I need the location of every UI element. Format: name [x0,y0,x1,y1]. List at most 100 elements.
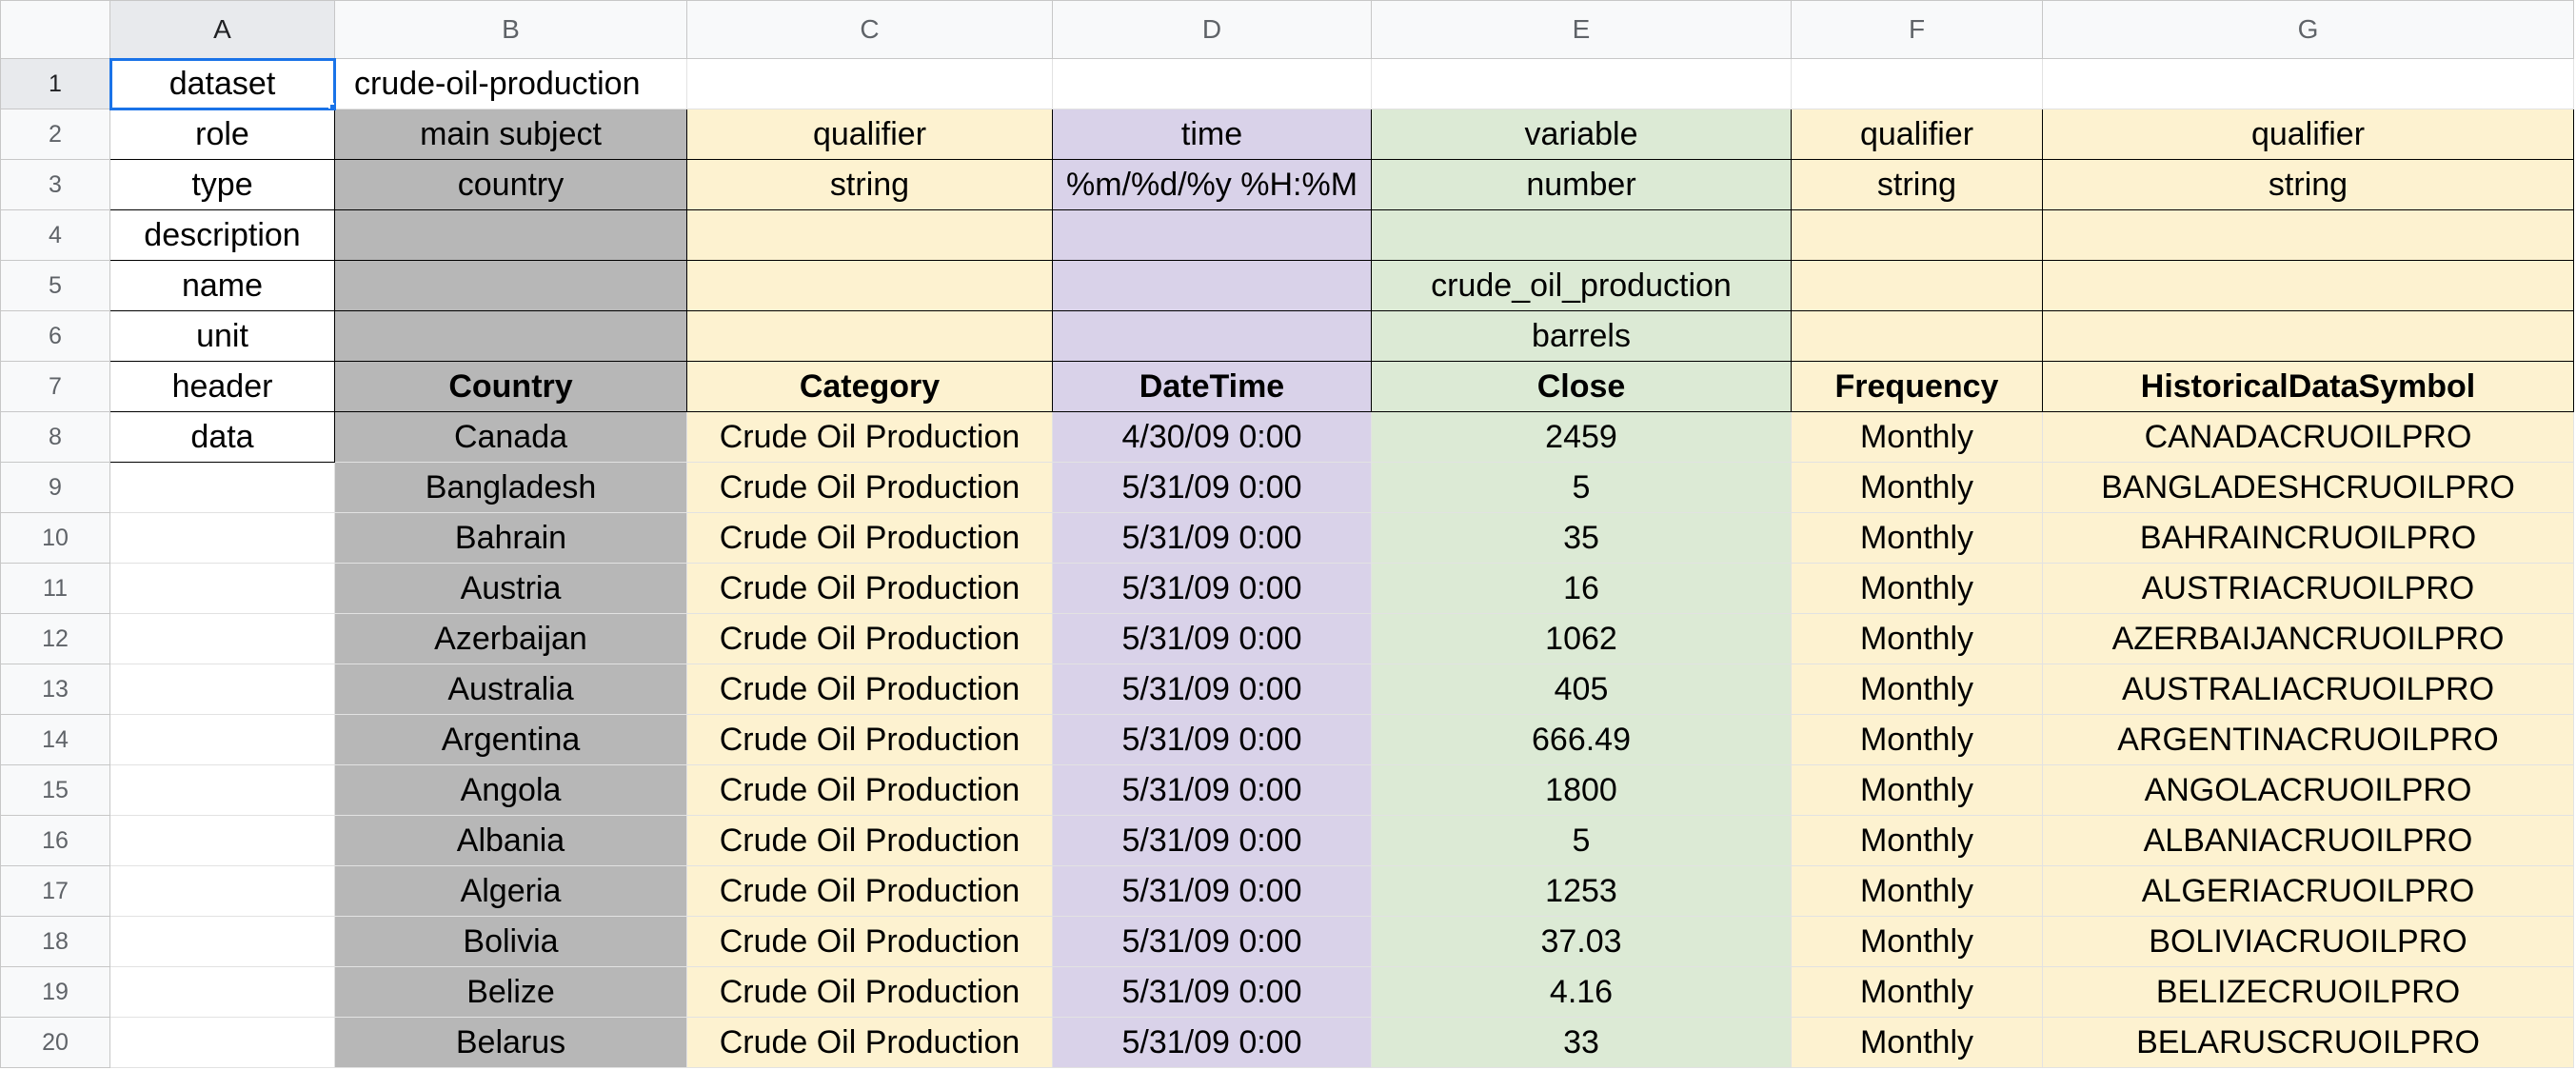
fill-handle[interactable] [328,103,334,109]
cell-g20[interactable]: BELARUSCRUOILPRO [2042,1017,2574,1068]
cell-d17[interactable]: 5/31/09 0:00 [1052,865,1372,917]
cell-e19[interactable]: 4.16 [1371,966,1792,1018]
cell-g10[interactable]: BAHRAINCRUOILPRO [2042,512,2574,564]
cell-b13[interactable]: Australia [334,664,687,715]
row-header[interactable]: 11 [0,563,110,614]
cell-a11[interactable] [109,563,335,614]
cell-d18[interactable]: 5/31/09 0:00 [1052,916,1372,967]
cell-c9[interactable]: Crude Oil Production [686,462,1053,513]
cell-c5[interactable] [686,260,1053,311]
cell-b3[interactable]: country [334,159,687,210]
cell-a4[interactable]: description [109,209,335,261]
cell-g9[interactable]: BANGLADESHCRUOILPRO [2042,462,2574,513]
cell-f8[interactable]: Monthly [1791,411,2043,463]
cell-e7[interactable]: Close [1371,361,1792,412]
cell-f16[interactable]: Monthly [1791,815,2043,866]
cell-f7[interactable]: Frequency [1791,361,2043,412]
cell-g2[interactable]: qualifier [2042,109,2574,160]
row-header[interactable]: 13 [0,664,110,715]
cell-g5[interactable] [2042,260,2574,311]
cell-b14[interactable]: Argentina [334,714,687,765]
cell-a17[interactable] [109,865,335,917]
cell-d20[interactable]: 5/31/09 0:00 [1052,1017,1372,1068]
cell-d9[interactable]: 5/31/09 0:00 [1052,462,1372,513]
cell-f13[interactable]: Monthly [1791,664,2043,715]
cell-f9[interactable]: Monthly [1791,462,2043,513]
cell-g16[interactable]: ALBANIACRUOILPRO [2042,815,2574,866]
cell-f2[interactable]: qualifier [1791,109,2043,160]
row-header[interactable]: 6 [0,310,110,362]
row-header[interactable]: 7 [0,361,110,412]
cell-g4[interactable] [2042,209,2574,261]
cell-d16[interactable]: 5/31/09 0:00 [1052,815,1372,866]
cell-b8[interactable]: Canada [334,411,687,463]
row-header[interactable]: 17 [0,865,110,917]
cell-c13[interactable]: Crude Oil Production [686,664,1053,715]
cell-a9[interactable] [109,462,335,513]
cell-e17[interactable]: 1253 [1371,865,1792,917]
cell-b10[interactable]: Bahrain [334,512,687,564]
cell-a20[interactable] [109,1017,335,1068]
cell-d7[interactable]: DateTime [1052,361,1372,412]
cell-a5[interactable]: name [109,260,335,311]
cell-g7[interactable]: HistoricalDataSymbol [2042,361,2574,412]
cell-c16[interactable]: Crude Oil Production [686,815,1053,866]
cell-b9[interactable]: Bangladesh [334,462,687,513]
row-header[interactable]: 8 [0,411,110,463]
cell-b20[interactable]: Belarus [334,1017,687,1068]
cell-e1[interactable] [1371,58,1792,109]
cell-a7[interactable]: header [109,361,335,412]
cell-e12[interactable]: 1062 [1371,613,1792,664]
cell-f5[interactable] [1791,260,2043,311]
cell-a6[interactable]: unit [109,310,335,362]
cell-c20[interactable]: Crude Oil Production [686,1017,1053,1068]
cell-f12[interactable]: Monthly [1791,613,2043,664]
cell-f6[interactable] [1791,310,2043,362]
column-header-d[interactable]: D [1052,0,1372,59]
cell-c1[interactable] [686,58,1053,109]
cell-a2[interactable]: role [109,109,335,160]
row-header[interactable]: 18 [0,916,110,967]
cell-f19[interactable]: Monthly [1791,966,2043,1018]
column-header-c[interactable]: C [686,0,1053,59]
row-header[interactable]: 9 [0,462,110,513]
cell-e18[interactable]: 37.03 [1371,916,1792,967]
row-header[interactable]: 14 [0,714,110,765]
cell-f15[interactable]: Monthly [1791,764,2043,816]
cell-g15[interactable]: ANGOLACRUOILPRO [2042,764,2574,816]
cell-a3[interactable]: type [109,159,335,210]
cell-g13[interactable]: AUSTRALIACRUOILPRO [2042,664,2574,715]
cell-e9[interactable]: 5 [1371,462,1792,513]
cell-c10[interactable]: Crude Oil Production [686,512,1053,564]
column-header-e[interactable]: E [1371,0,1792,59]
cell-b7[interactable]: Country [334,361,687,412]
cell-b5[interactable] [334,260,687,311]
cell-e5[interactable]: crude_oil_production [1371,260,1792,311]
cell-g19[interactable]: BELIZECRUOILPRO [2042,966,2574,1018]
cell-c18[interactable]: Crude Oil Production [686,916,1053,967]
cell-b1[interactable]: crude-oil-production [334,58,687,109]
column-header-f[interactable]: F [1791,0,2043,59]
row-header[interactable]: 1 [0,58,110,109]
cell-b2[interactable]: main subject [334,109,687,160]
cell-e10[interactable]: 35 [1371,512,1792,564]
cell-g18[interactable]: BOLIVIACRUOILPRO [2042,916,2574,967]
row-header[interactable]: 5 [0,260,110,311]
cell-b6[interactable] [334,310,687,362]
cell-c6[interactable] [686,310,1053,362]
cell-g12[interactable]: AZERBAIJANCRUOILPRO [2042,613,2574,664]
cell-g11[interactable]: AUSTRIACRUOILPRO [2042,563,2574,614]
cell-e16[interactable]: 5 [1371,815,1792,866]
cell-e14[interactable]: 666.49 [1371,714,1792,765]
cell-a1[interactable]: dataset [109,57,336,110]
row-header[interactable]: 19 [0,966,110,1018]
cell-d15[interactable]: 5/31/09 0:00 [1052,764,1372,816]
cell-b12[interactable]: Azerbaijan [334,613,687,664]
cell-a10[interactable] [109,512,335,564]
cell-c12[interactable]: Crude Oil Production [686,613,1053,664]
cell-f11[interactable]: Monthly [1791,563,2043,614]
cell-d8[interactable]: 4/30/09 0:00 [1052,411,1372,463]
cell-g1[interactable] [2042,58,2574,109]
cell-f1[interactable] [1791,58,2043,109]
